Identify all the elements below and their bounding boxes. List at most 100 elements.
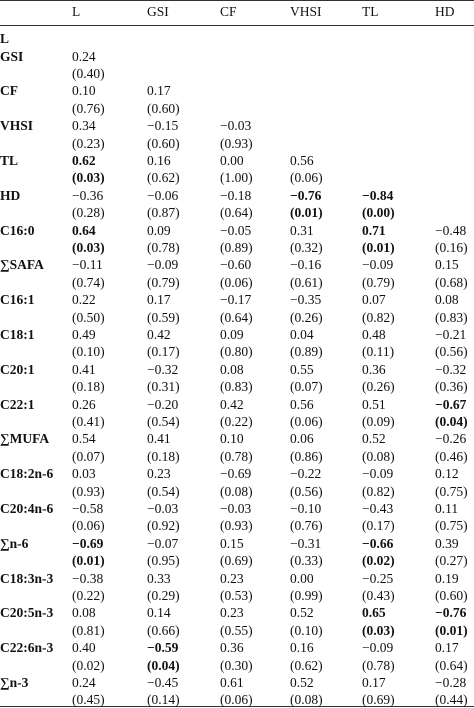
coefficient: −0.32 — [147, 361, 179, 377]
p-value: (0.76) — [72, 100, 105, 116]
coefficient: −0.09 — [362, 466, 394, 482]
row-label: C20:4n-6 — [0, 500, 54, 516]
top-rule — [0, 0, 474, 1]
coefficient: 0.41 — [72, 361, 96, 377]
p-value: (0.41) — [72, 413, 105, 429]
coefficient: 0.26 — [72, 396, 96, 412]
p-value: (0.16) — [435, 239, 468, 255]
coefficient: 0.34 — [72, 118, 96, 134]
coefficient: 0.24 — [72, 674, 96, 690]
coefficient: −0.06 — [147, 187, 179, 203]
coefficient: 0.52 — [290, 605, 314, 621]
coefficient: 0.23 — [147, 466, 171, 482]
p-value: (0.68) — [435, 274, 468, 290]
row-label: C22:6n-3 — [0, 640, 54, 656]
p-value: (0.44) — [435, 692, 468, 708]
p-value: (0.74) — [72, 274, 105, 290]
p-value: (0.26) — [290, 309, 323, 325]
row-label: C20:5n-3 — [0, 605, 54, 621]
p-value: (0.36) — [435, 379, 468, 395]
p-value: (0.78) — [147, 239, 180, 255]
coefficient: −0.05 — [220, 222, 252, 238]
row-label: C16:1 — [0, 292, 35, 308]
p-value: (0.80) — [220, 344, 253, 360]
p-value: (0.23) — [72, 135, 105, 151]
coefficient: −0.26 — [435, 431, 467, 447]
coefficient: 0.15 — [220, 535, 244, 551]
p-value: (0.07) — [290, 379, 323, 395]
row-label: CF — [0, 83, 18, 99]
coefficient: −0.10 — [290, 500, 322, 516]
coefficient: −0.45 — [147, 674, 179, 690]
coefficient: 0.03 — [72, 466, 96, 482]
p-value: (0.56) — [290, 483, 323, 499]
coefficient: 0.09 — [220, 326, 244, 342]
coefficient: −0.18 — [220, 187, 252, 203]
p-value: (0.01) — [435, 622, 468, 638]
p-value: (0.69) — [220, 553, 253, 569]
coefficient: −0.69 — [72, 535, 104, 551]
p-value: (0.78) — [362, 657, 395, 673]
p-value: (0.10) — [290, 622, 323, 638]
coefficient: 0.42 — [147, 326, 171, 342]
coefficient: 0.23 — [220, 570, 244, 586]
row-label: VHSI — [0, 118, 34, 134]
p-value: (0.09) — [362, 413, 395, 429]
coefficient: 0.14 — [147, 605, 171, 621]
p-value: (0.92) — [147, 518, 180, 534]
p-value: (0.33) — [290, 553, 323, 569]
p-value: (0.22) — [220, 413, 253, 429]
coefficient: 0.23 — [220, 605, 244, 621]
coefficient: −0.36 — [72, 187, 104, 203]
p-value: (0.29) — [147, 587, 180, 603]
coefficient: 0.49 — [72, 326, 96, 342]
column-header: HD — [435, 4, 455, 19]
coefficient: −0.32 — [435, 361, 467, 377]
coefficient: −0.66 — [362, 535, 394, 551]
row-label: ∑MUFA — [0, 431, 50, 447]
p-value: (0.93) — [220, 135, 253, 151]
coefficient: 0.00 — [290, 570, 314, 586]
p-value: (0.00) — [362, 205, 395, 221]
p-value: (0.14) — [147, 692, 180, 708]
p-value: (0.82) — [362, 309, 395, 325]
p-value: (0.07) — [72, 448, 105, 464]
p-value: (0.08) — [290, 692, 323, 708]
coefficient: 0.65 — [362, 605, 386, 621]
p-value: (0.17) — [362, 518, 395, 534]
p-value: (0.89) — [290, 344, 323, 360]
p-value: (0.56) — [435, 344, 468, 360]
p-value: (0.28) — [72, 205, 105, 221]
row-label: ∑SAFA — [0, 257, 44, 273]
p-value: (0.59) — [147, 309, 180, 325]
row-label: ∑n-6 — [0, 535, 29, 551]
row-label: C20:1 — [0, 361, 35, 377]
p-value: (0.11) — [362, 344, 395, 360]
p-value: (0.06) — [220, 274, 253, 290]
p-value: (0.06) — [290, 170, 323, 186]
coefficient: 0.40 — [72, 640, 96, 656]
coefficient: 0.62 — [72, 152, 96, 168]
coefficient: 0.04 — [290, 326, 314, 342]
p-value: (0.27) — [435, 553, 468, 569]
p-value: (0.08) — [220, 483, 253, 499]
coefficient: 0.71 — [362, 222, 386, 238]
p-value: (0.22) — [72, 587, 105, 603]
coefficient: 0.17 — [435, 640, 459, 656]
p-value: (0.45) — [72, 692, 105, 708]
p-value: (0.87) — [147, 205, 180, 221]
coefficient: 0.17 — [147, 292, 171, 308]
coefficient: 0.00 — [220, 152, 244, 168]
coefficient: 0.41 — [147, 431, 171, 447]
p-value: (0.75) — [435, 518, 468, 534]
p-value: (0.76) — [290, 518, 323, 534]
coefficient: −0.03 — [220, 118, 252, 134]
coefficient: 0.64 — [72, 222, 96, 238]
coefficient: 0.52 — [290, 674, 314, 690]
coefficient: 0.54 — [72, 431, 96, 447]
coefficient: 0.51 — [362, 396, 386, 412]
p-value: (0.03) — [362, 622, 395, 638]
p-value: (0.32) — [290, 239, 323, 255]
p-value: (0.60) — [147, 135, 180, 151]
p-value: (0.54) — [147, 483, 180, 499]
